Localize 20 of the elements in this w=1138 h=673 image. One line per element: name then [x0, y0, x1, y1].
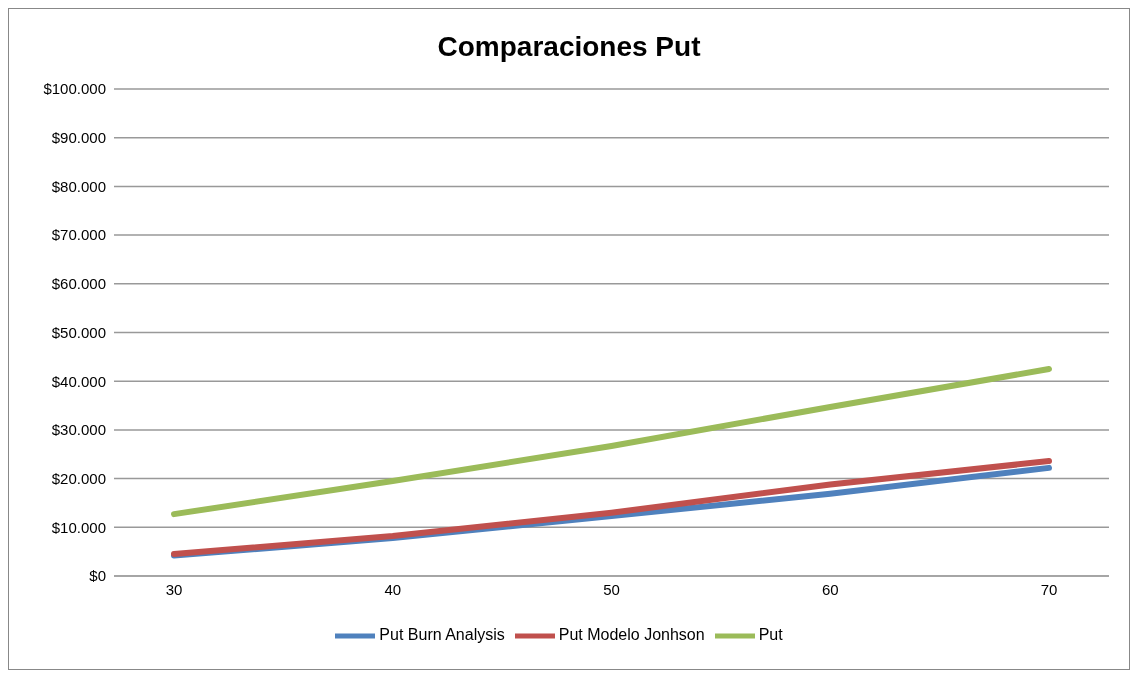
y-tick-label: $40.000: [51, 372, 106, 390]
chart-title: Comparaciones Put: [436, 30, 702, 64]
y-tick-label: $20.000: [51, 469, 106, 487]
y-tick-label: $80.000: [51, 177, 106, 195]
y-tick-label: $0: [89, 567, 106, 585]
legend-label: Put: [758, 626, 783, 644]
legend-label: Put Modelo Jonhson: [558, 626, 705, 644]
x-tick-label: 50: [603, 580, 620, 598]
y-tick-label: $10.000: [51, 518, 106, 536]
y-tick-label: $100.000: [43, 80, 106, 98]
x-tick-label: 40: [384, 580, 402, 598]
y-tick-label: $90.000: [51, 129, 106, 147]
y-tick-label: $30.000: [51, 421, 106, 439]
y-tick-label: $70.000: [51, 226, 106, 244]
y-tick-label: $50.000: [51, 323, 106, 341]
x-tick-label: 60: [821, 580, 839, 598]
legend-label: Put Burn Analysis: [379, 626, 505, 644]
x-tick-label: 70: [1040, 580, 1058, 598]
x-tick-label: 30: [165, 580, 183, 598]
y-tick-label: $60.000: [51, 275, 106, 293]
